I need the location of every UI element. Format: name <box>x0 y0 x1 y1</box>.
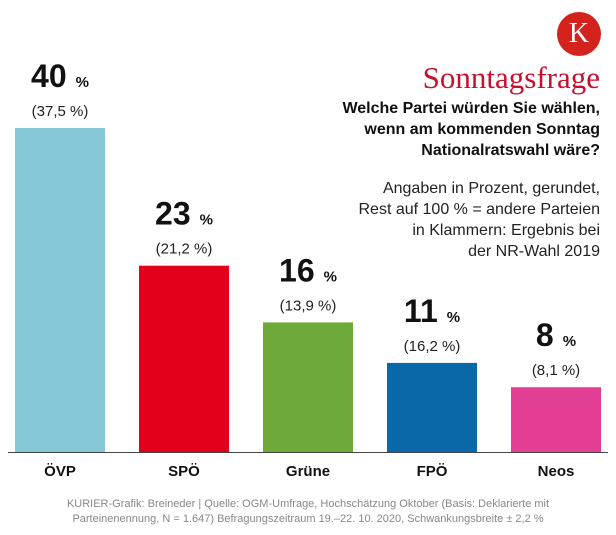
source-footnote: KURIER-Grafik: Breineder | Quelle: OGM-U… <box>0 497 616 527</box>
category-label-vp: ÖVP <box>44 463 76 480</box>
previous-result-label-neos: (8,1 %) <box>532 362 580 379</box>
bar-fp <box>387 362 477 452</box>
bar-neos <box>511 387 601 452</box>
source-line: Parteinenennung, N = 1.647) Befragungsze… <box>72 513 544 525</box>
value-label-vp: 40% <box>31 58 89 94</box>
survey-question: Welche Partei würden Sie wählen, wenn am… <box>342 98 600 161</box>
question-line: Nationalratswahl wäre? <box>421 142 600 159</box>
chart-title: Sonntagsfrage <box>422 60 600 95</box>
value-label-fp: 11% <box>404 293 460 329</box>
source-line: KURIER-Grafik: Breineder | Quelle: OGM-U… <box>66 498 550 510</box>
bar-vp <box>15 128 105 452</box>
value-label-gr-ne: 16% <box>279 252 337 288</box>
category-label-neos: Neos <box>538 463 575 480</box>
value-label-sp: 23% <box>155 196 213 232</box>
note-line: der NR-Wahl 2019 <box>468 243 600 260</box>
previous-result-label-sp: (21,2 %) <box>156 241 213 258</box>
note-line: Rest auf 100 % = andere Parteien <box>358 201 601 218</box>
previous-result-label-gr-ne: (13,9 %) <box>280 297 337 314</box>
category-label-sp: SPÖ <box>168 463 200 480</box>
category-label-fp: FPÖ <box>417 463 448 480</box>
note-line: Angaben in Prozent, gerundet, <box>382 180 600 197</box>
value-label-neos: 8% <box>536 317 576 353</box>
question-line: wenn am kommenden Sonntag <box>364 121 600 138</box>
kurier-logo-icon: K <box>557 12 601 56</box>
bar-sp <box>139 265 229 452</box>
question-line: Welche Partei würden Sie wählen, <box>342 100 600 117</box>
previous-result-label-fp: (16,2 %) <box>404 338 461 355</box>
category-label-gr-ne: Grüne <box>286 463 330 480</box>
note-line: in Klammern: Ergebnis bei <box>412 222 600 239</box>
bar-gr-ne <box>263 322 353 452</box>
previous-result-label-vp: (37,5 %) <box>32 103 89 120</box>
chart-note: Angaben in Prozent, gerundet, Rest auf 1… <box>359 178 601 262</box>
